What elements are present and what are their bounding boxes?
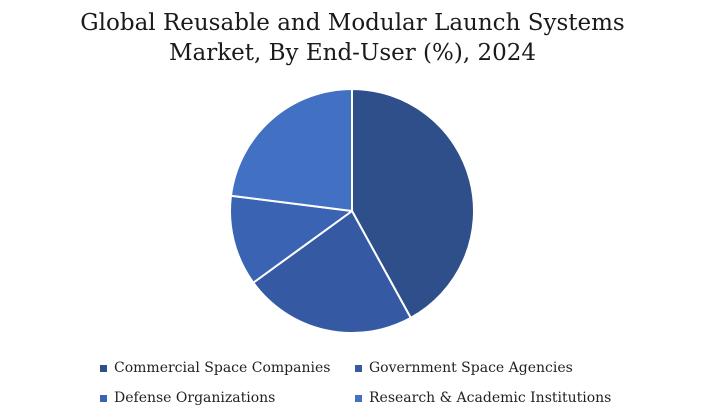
legend-item-defense: Defense Organizations [100, 388, 355, 408]
pie-slice-research-academic-institutions [229, 88, 353, 212]
chart-legend: Commercial Space Companies Government Sp… [100, 358, 660, 408]
legend-label: Government Space Agencies [369, 360, 573, 376]
legend-swatch [355, 394, 362, 402]
legend-item-commercial: Commercial Space Companies [100, 358, 355, 378]
chart-title-line-2: Market, By End-User (%), 2024 [168, 40, 537, 66]
legend-label: Commercial Space Companies [114, 360, 331, 376]
pie-slice-defense-organizations [229, 194, 353, 284]
legend-item-research: Research & Academic Institutions [355, 388, 655, 408]
legend-swatch [355, 364, 362, 372]
legend-swatch [100, 394, 107, 402]
pie-slice-government-space-agencies [252, 210, 412, 334]
chart-title-line-1: Global Reusable and Modular Launch Syste… [80, 10, 625, 36]
legend-item-government: Government Space Agencies [355, 358, 655, 378]
legend-label: Research & Academic Institutions [369, 390, 612, 406]
pie-slice-commercial-space-companies [351, 88, 475, 319]
legend-label: Defense Organizations [114, 390, 276, 406]
legend-swatch [100, 364, 107, 372]
chart-title: Global Reusable and Modular Launch Syste… [0, 8, 705, 68]
